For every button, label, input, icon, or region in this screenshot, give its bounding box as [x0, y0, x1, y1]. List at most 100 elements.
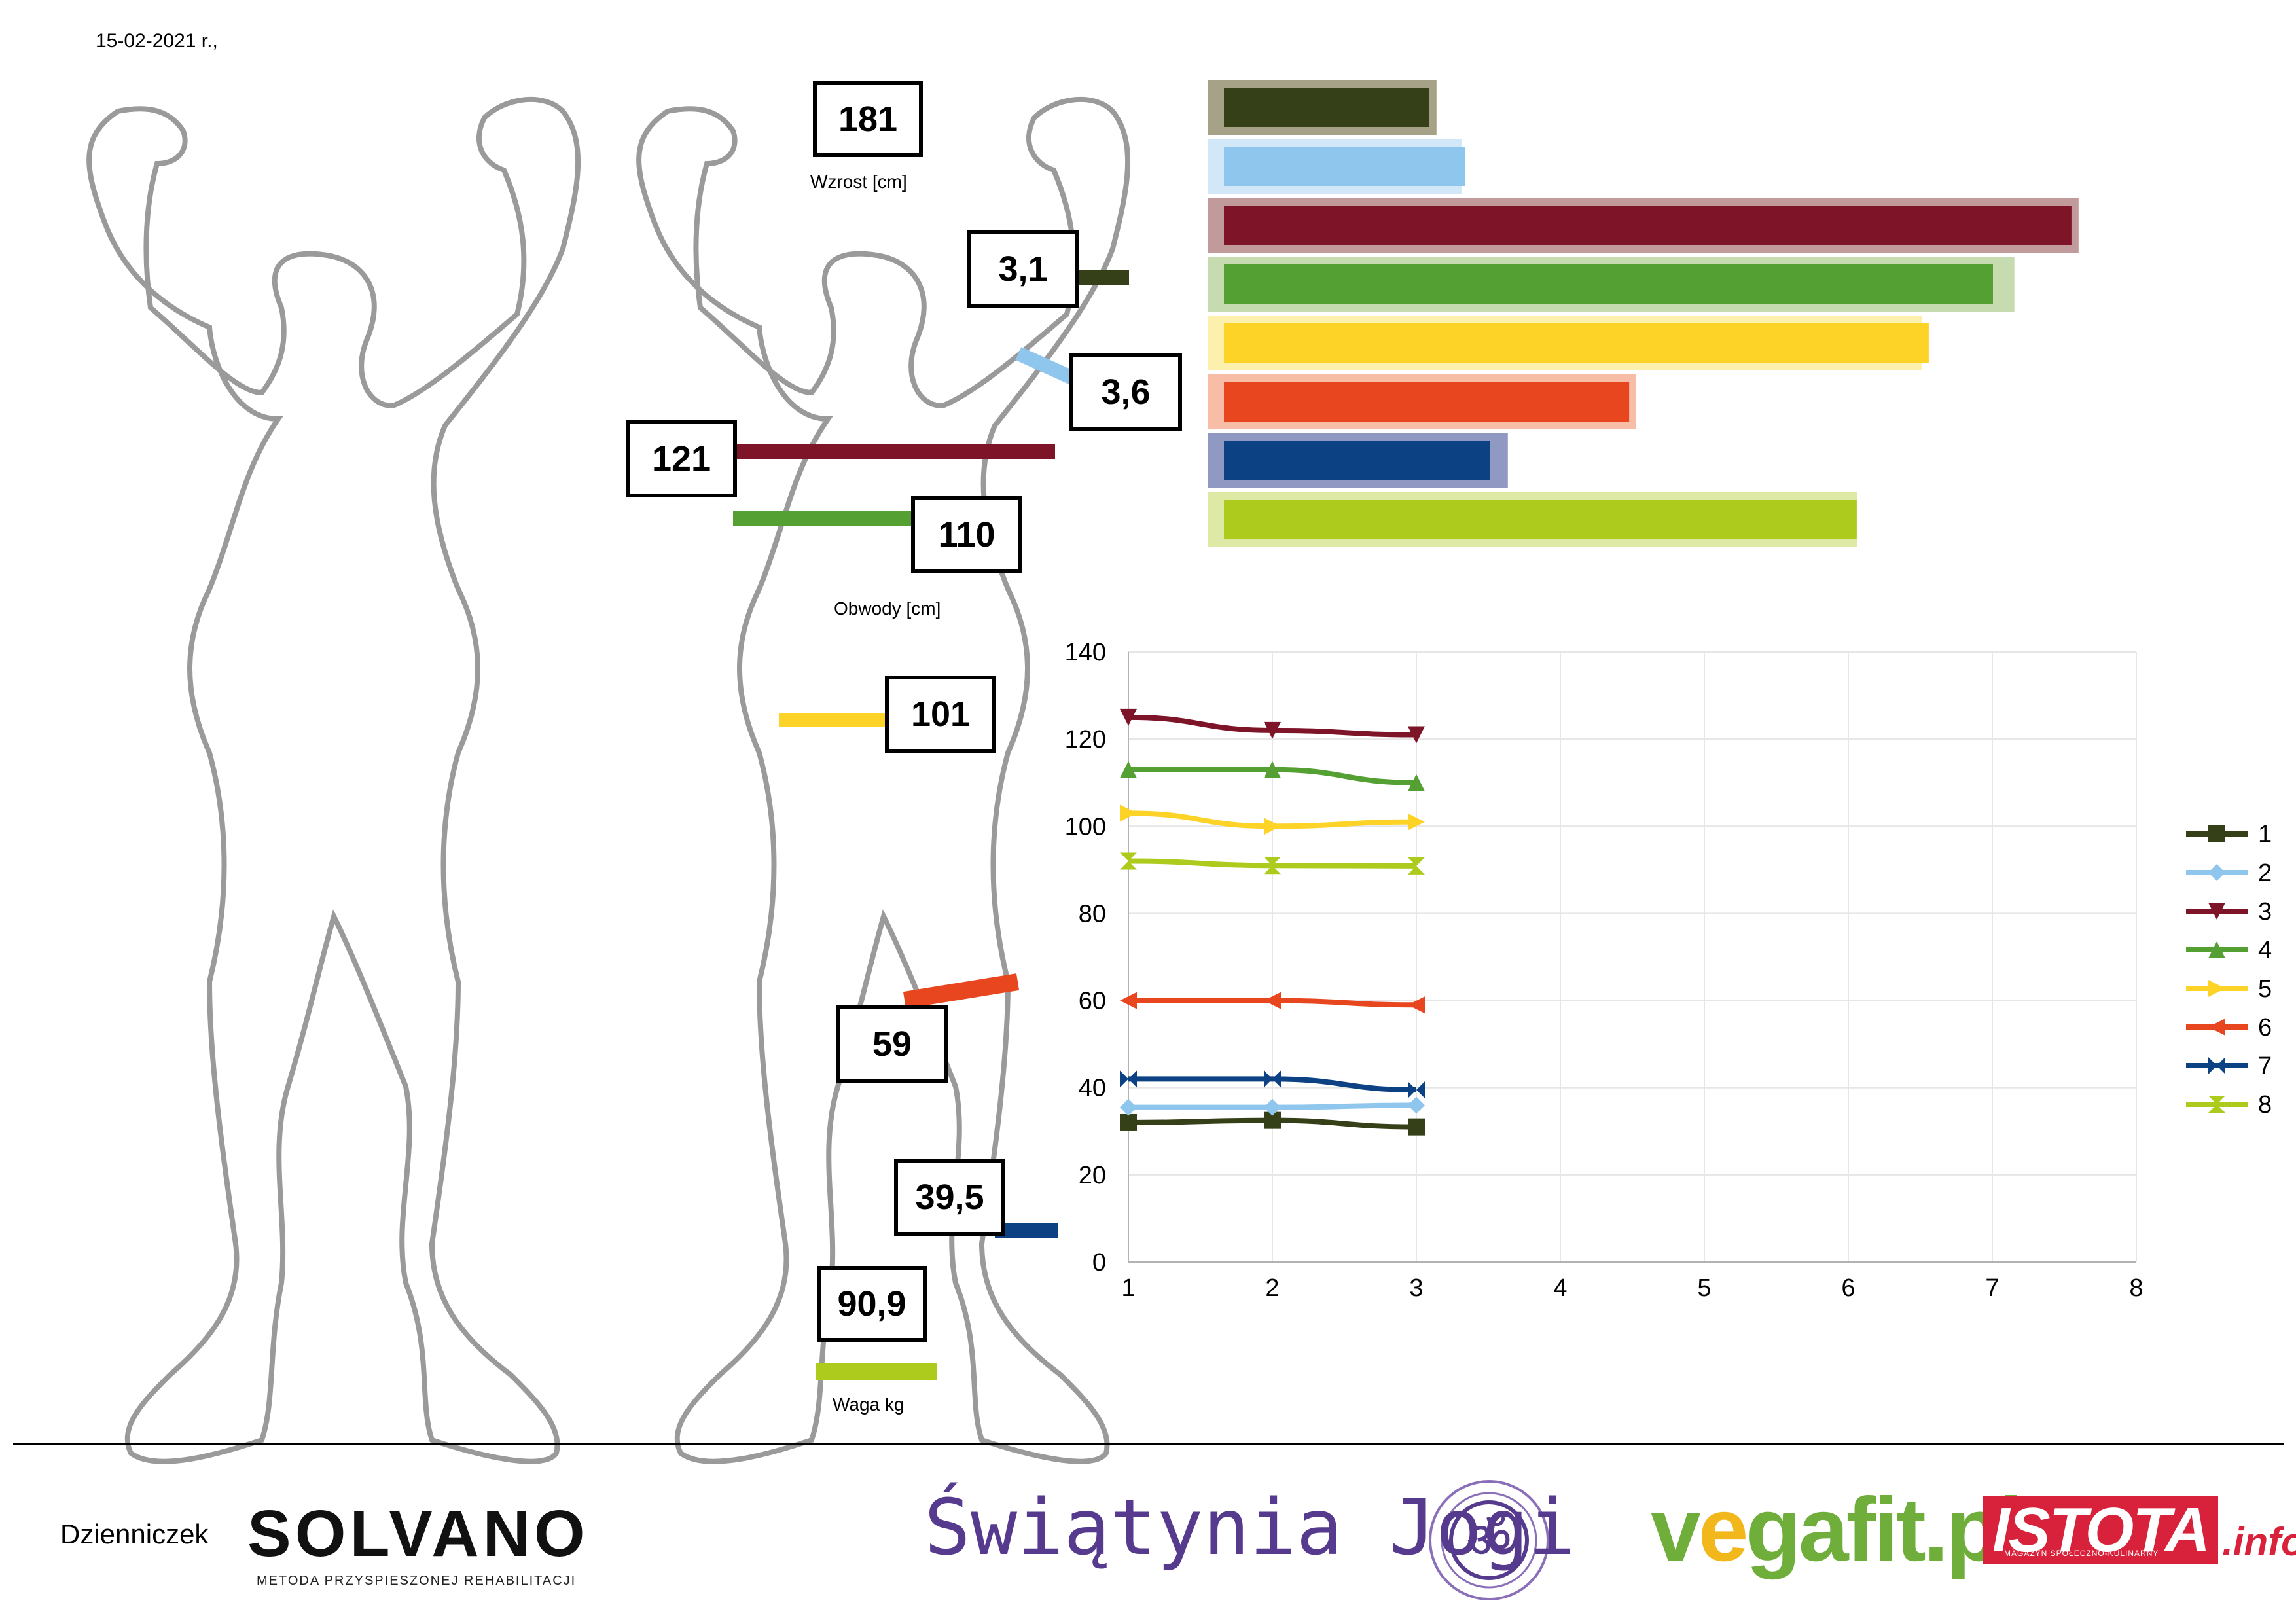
x-tick-label-3: 3: [1409, 1274, 1423, 1302]
legend-label-8: 8: [2258, 1091, 2272, 1119]
legend-label-2: 2: [2258, 859, 2272, 887]
bar-chart: [1208, 80, 2079, 547]
legend-label-1: 1: [2258, 821, 2272, 848]
legend-label-4: 4: [2258, 937, 2272, 964]
measurement-7-box: 39,5: [894, 1159, 1005, 1236]
point-5-1: [1120, 804, 1137, 822]
legend-marker-7: [2208, 1057, 2225, 1074]
point-7-2: [1264, 1070, 1281, 1088]
legend-marker-2: [2208, 864, 2225, 881]
legend-label-3: 3: [2258, 898, 2272, 926]
bar-5: [1224, 323, 1929, 363]
y-tick-label-100: 100: [1065, 813, 1106, 840]
y-tick-label-60: 60: [1079, 988, 1106, 1015]
height-label: Wzrost [cm]: [810, 171, 907, 192]
istota-logo: ISTOTA .info MAGAZYN SPOŁECZNO-KULINARNY: [1983, 1492, 2296, 1564]
weight-value: 90,9: [837, 1284, 906, 1324]
vegafit-e: e: [1698, 1479, 1749, 1580]
x-tick-label-1: 1: [1121, 1274, 1135, 1302]
istota-info: .info: [2222, 1520, 2296, 1564]
point-6-1: [1120, 992, 1137, 1009]
x-tick-label-6: 6: [1841, 1274, 1855, 1302]
istota-tagline: MAGAZYN SPOŁECZNO-KULINARNY: [2004, 1549, 2159, 1558]
measurement-3-box: 121: [626, 420, 737, 497]
point-4-2: [1264, 761, 1281, 778]
journal-label: Dzienniczek: [60, 1519, 209, 1549]
point-5-2: [1264, 818, 1281, 835]
weight-value-box: 90,9: [817, 1266, 927, 1342]
circumferences-label: Obwody [cm]: [834, 598, 941, 619]
series-line-8: [1128, 858, 1417, 869]
strip-6: [903, 973, 1020, 1009]
point-2-2: [1264, 1098, 1281, 1116]
y-tick-label-20: 20: [1079, 1162, 1106, 1189]
line-chart: 0 20 40 60 80 100 120 140 1 2 3 4 5 6 7 8 1 2 3 4 5 6 7 8: [1065, 639, 2272, 1302]
measurement-strips: [726, 270, 1129, 1380]
point-7-3: [1408, 1081, 1425, 1099]
point-1-1: [1120, 1113, 1137, 1131]
footer-divider: [13, 1443, 2284, 1445]
measurement-3-value: 121: [651, 439, 711, 478]
y-tick-label-80: 80: [1079, 900, 1106, 928]
body-silhouette-right: [636, 96, 1131, 1464]
point-8-3: [1408, 857, 1425, 875]
y-tick-label-40: 40: [1079, 1075, 1106, 1102]
point-7-1: [1120, 1070, 1137, 1088]
point-8-1: [1120, 852, 1137, 870]
height-value: 181: [838, 99, 898, 139]
point-5-3: [1408, 813, 1425, 831]
bar-3: [1224, 206, 2072, 245]
svg-text:ॐ: ॐ: [1466, 1511, 1511, 1569]
x-tick-label-7: 7: [1985, 1274, 1999, 1302]
measurement-4-value: 110: [938, 515, 996, 554]
legend-label-7: 7: [2258, 1053, 2272, 1080]
bar-1: [1224, 88, 1429, 127]
vegafit-v: v: [1651, 1479, 1701, 1580]
x-tick-label-5: 5: [1697, 1274, 1711, 1302]
swiatynia-jogi-logo: Świątynia Jogi: [924, 1482, 1575, 1572]
legend-label-6: 6: [2258, 1014, 2272, 1041]
measurement-7-value: 39,5: [915, 1178, 984, 1217]
point-8-2: [1264, 857, 1281, 875]
measurement-5-box: 101: [885, 676, 996, 753]
point-4-1: [1120, 761, 1137, 778]
bar-8: [1224, 500, 1857, 539]
measurement-6-box: 59: [836, 1005, 948, 1083]
weight-label: Waga kg: [833, 1394, 905, 1415]
y-tick-label-120: 120: [1065, 726, 1106, 753]
body-silhouette-left: [86, 96, 581, 1464]
legend-marker-6: [2208, 1019, 2225, 1036]
point-6-2: [1264, 992, 1281, 1009]
x-tick-label-4: 4: [1553, 1274, 1567, 1302]
measurement-1-box: 3,1: [967, 230, 1079, 308]
y-tick-label-140: 140: [1065, 639, 1106, 666]
legend-marker-5: [2208, 980, 2225, 997]
point-6-3: [1408, 996, 1425, 1014]
istota-main: ISTOTA: [1983, 1496, 2219, 1564]
measurement-2-value: 3,6: [1101, 372, 1151, 412]
point-4-3: [1408, 774, 1425, 791]
height-value-box: 181: [813, 81, 923, 157]
solvano-logo: SOLVANO: [247, 1497, 589, 1570]
bar-6: [1224, 382, 1630, 422]
point-2-1: [1120, 1098, 1137, 1116]
solvano-tagline: METODA PRZYSPIESZONEJ REHABILITACJI: [257, 1574, 577, 1588]
point-3-3: [1408, 726, 1425, 744]
legend-marker-3: [2208, 903, 2225, 920]
measurement-6-value: 59: [872, 1024, 912, 1064]
bar-7: [1224, 441, 1490, 480]
measurement-5-value: 101: [910, 695, 971, 734]
measurement-1-value: 3,1: [998, 249, 1048, 289]
legend-marker-8: [2208, 1096, 2225, 1113]
date-label: 15-02-2021 r.,: [96, 30, 218, 52]
x-tick-label-2: 2: [1265, 1274, 1279, 1302]
vegafit-rest: gafit.pl: [1746, 1479, 2024, 1580]
y-tick-label-0: 0: [1092, 1249, 1106, 1276]
bar-4: [1224, 264, 1993, 304]
legend-label-5: 5: [2258, 975, 2272, 1003]
measurement-4-box: 110: [911, 496, 1022, 573]
point-2-3: [1408, 1096, 1425, 1114]
point-3-2: [1264, 721, 1281, 739]
om-mandala-icon: ॐ: [1429, 1480, 1549, 1600]
